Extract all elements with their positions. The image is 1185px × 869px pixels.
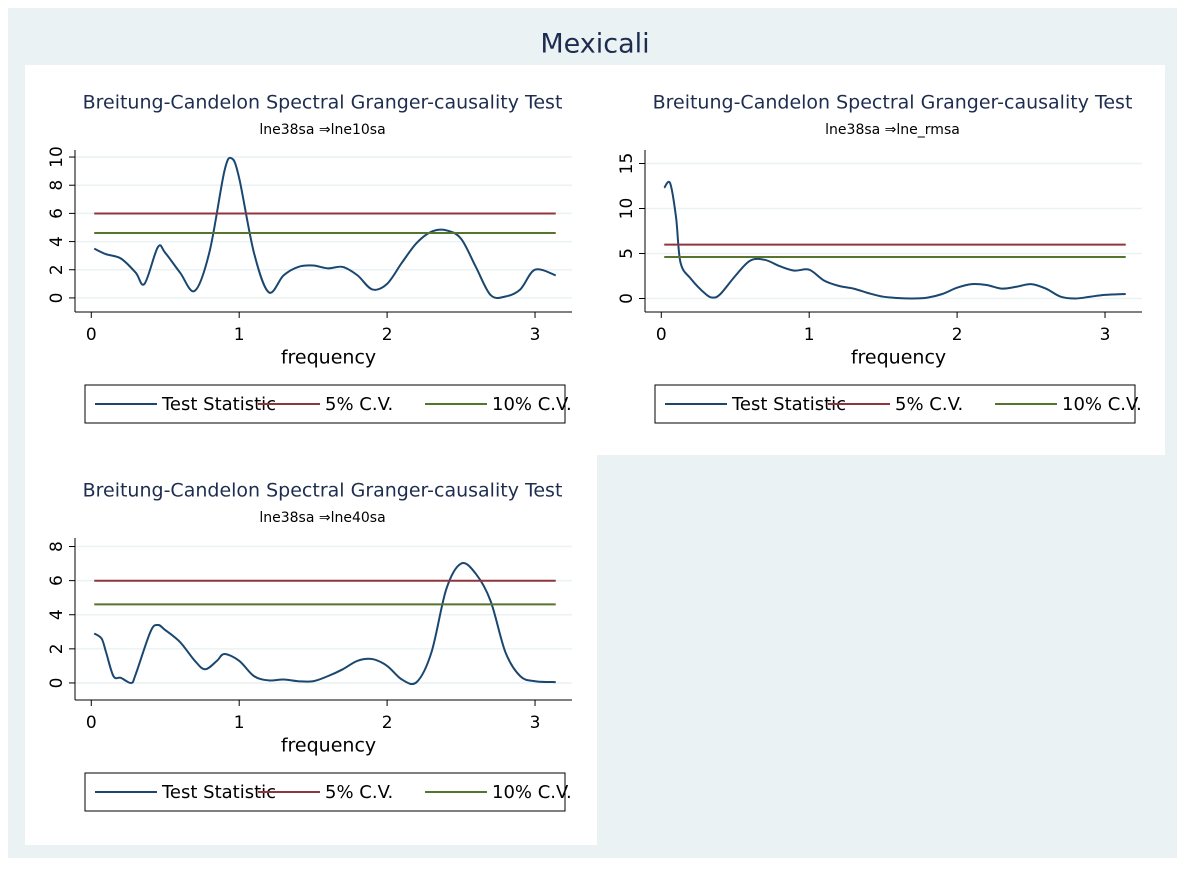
legend-label: 5% C.V. [325, 782, 393, 803]
legend-label: 10% C.V. [1062, 394, 1142, 415]
y-tick-label: 2 [47, 264, 67, 275]
y-tick-label: 4 [47, 236, 67, 247]
legend-label: Test Statistic [731, 394, 846, 415]
x-tick-label: 0 [86, 325, 97, 345]
series-line [93, 156, 557, 300]
y-tick-label: 15 [617, 153, 637, 175]
y-tick-label: 6 [47, 208, 67, 219]
legend-box [84, 772, 566, 812]
x-tick-label: 3 [530, 713, 541, 733]
y-tick-label: 0 [617, 293, 637, 304]
legend-box [84, 384, 566, 424]
legend-label: Test Statistic [161, 782, 276, 803]
legend-label: Test Statistic [161, 394, 276, 415]
chart-title: Breitung-Candelon Spectral Granger-causa… [653, 92, 1133, 114]
x-axis-label: frequency [281, 735, 376, 757]
x-tick-label: 1 [234, 713, 245, 733]
x-axis-label: frequency [851, 347, 946, 369]
chart-title: Breitung-Candelon Spectral Granger-causa… [83, 92, 563, 114]
y-tick-label: 8 [47, 180, 67, 191]
x-axis-label: frequency [281, 347, 376, 369]
x-tick-label: 2 [382, 325, 393, 345]
series-line [663, 180, 1126, 300]
chart-subtitle: lne38sa ⇒lne40sa [259, 510, 385, 526]
x-tick-label: 1 [234, 325, 245, 345]
panel-bottom [25, 455, 597, 845]
chart-subtitle: lne38sa ⇒lne10sa [259, 122, 385, 138]
y-tick-label: 10 [617, 198, 637, 220]
legend-label: 5% C.V. [895, 394, 963, 415]
x-tick-label: 3 [1100, 325, 1111, 345]
y-tick-label: 10 [47, 146, 67, 168]
figure-title: Mexicali [540, 29, 649, 60]
y-tick-label: 0 [47, 292, 67, 303]
chart-subtitle: lne38sa ⇒lne_rmsa [825, 122, 960, 138]
x-tick-label: 2 [952, 325, 963, 345]
legend-box [654, 384, 1136, 424]
chart-title: Breitung-Candelon Spectral Granger-causa… [83, 480, 563, 502]
y-tick-label: 5 [617, 248, 637, 259]
y-tick-label: 4 [47, 609, 67, 620]
y-tick-label: 2 [47, 643, 67, 654]
x-tick-label: 0 [656, 325, 667, 345]
x-tick-label: 2 [382, 713, 393, 733]
x-tick-label: 0 [86, 713, 97, 733]
panel-top [25, 65, 1165, 455]
y-tick-label: 0 [47, 678, 67, 689]
y-tick-label: 6 [47, 575, 67, 586]
x-tick-label: 3 [530, 325, 541, 345]
legend-label: 10% C.V. [492, 782, 572, 803]
y-tick-label: 8 [47, 541, 67, 552]
legend-label: 10% C.V. [492, 394, 572, 415]
x-tick-label: 1 [804, 325, 815, 345]
series-line [93, 562, 556, 685]
legend-label: 5% C.V. [325, 394, 393, 415]
